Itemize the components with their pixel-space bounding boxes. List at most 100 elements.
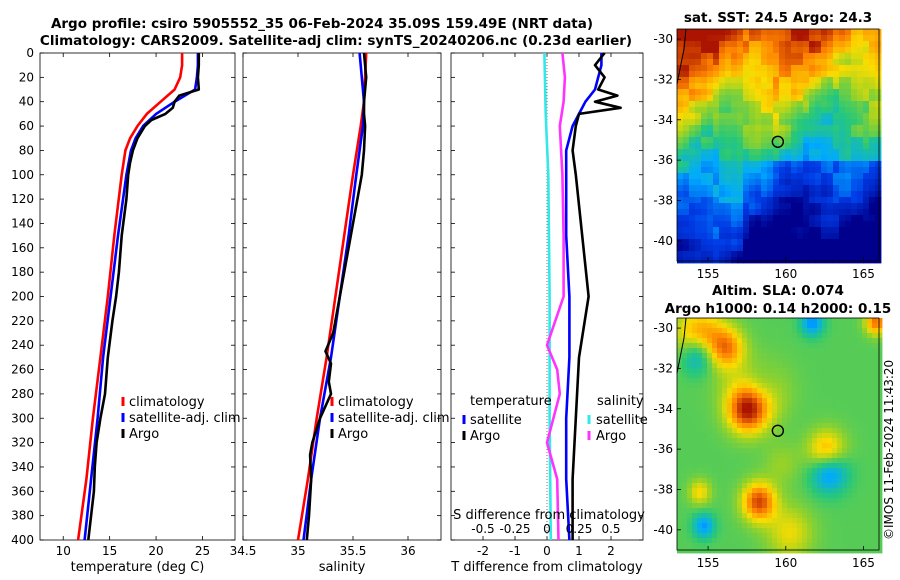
map-cell bbox=[863, 35, 870, 42]
map-cell bbox=[692, 423, 698, 429]
map-cell bbox=[772, 533, 778, 539]
map-cell bbox=[827, 71, 834, 78]
map-cell bbox=[701, 107, 708, 114]
map-cell bbox=[779, 113, 786, 120]
map-cell bbox=[785, 191, 792, 198]
map-cell bbox=[682, 383, 688, 389]
map-cell bbox=[872, 528, 878, 534]
map-cell bbox=[719, 149, 726, 156]
map-cell bbox=[692, 348, 698, 354]
map-cell bbox=[862, 528, 868, 534]
map-cell bbox=[812, 443, 818, 449]
map-cell bbox=[727, 328, 733, 334]
map-cell bbox=[697, 428, 703, 434]
map-cell bbox=[852, 498, 858, 504]
map-cell bbox=[687, 368, 693, 374]
map-cell bbox=[722, 433, 728, 439]
map-cell bbox=[792, 368, 798, 374]
map-cell bbox=[779, 77, 786, 84]
map-cell bbox=[862, 373, 868, 379]
map-cell bbox=[713, 71, 720, 78]
map-cell bbox=[767, 483, 773, 489]
map-cell bbox=[827, 423, 833, 429]
map-cell bbox=[872, 363, 878, 369]
map-cell bbox=[803, 131, 810, 138]
map-cell bbox=[839, 119, 846, 126]
map-cell bbox=[743, 119, 750, 126]
map-cell bbox=[747, 498, 753, 504]
map-cell bbox=[689, 59, 696, 66]
map-cell bbox=[717, 358, 723, 364]
map-cell bbox=[847, 368, 853, 374]
map-cell bbox=[839, 41, 846, 48]
y-tick-label: -38 bbox=[653, 482, 673, 496]
map-cell bbox=[752, 543, 758, 549]
map-cell bbox=[815, 167, 822, 174]
map-cell bbox=[787, 378, 793, 384]
map-cell bbox=[767, 428, 773, 434]
map-cell bbox=[842, 318, 848, 324]
map-cell bbox=[725, 71, 732, 78]
map-cell bbox=[687, 338, 693, 344]
map-cell bbox=[677, 443, 683, 449]
map-cell bbox=[767, 71, 774, 78]
map-cell bbox=[731, 41, 738, 48]
map-cell bbox=[809, 197, 816, 204]
map-cell bbox=[719, 95, 726, 102]
map-cell bbox=[683, 29, 690, 36]
map-cell bbox=[782, 458, 788, 464]
map-cell bbox=[702, 338, 708, 344]
y-tick-label: -32 bbox=[653, 72, 673, 86]
map-cell bbox=[732, 473, 738, 479]
map-cell bbox=[845, 257, 852, 264]
map-cell bbox=[755, 71, 762, 78]
map-cell bbox=[803, 35, 810, 42]
map-cell bbox=[847, 523, 853, 529]
map-cell bbox=[812, 328, 818, 334]
map-cell bbox=[782, 323, 788, 329]
map-cell bbox=[747, 403, 753, 409]
map-cell bbox=[803, 125, 810, 132]
map-cell bbox=[743, 179, 750, 186]
map-cell bbox=[712, 443, 718, 449]
map-cell bbox=[725, 245, 732, 252]
map-cell bbox=[822, 348, 828, 354]
map-cell bbox=[701, 53, 708, 60]
map-cell bbox=[747, 373, 753, 379]
map-cell bbox=[851, 83, 858, 90]
map-cell bbox=[697, 543, 703, 549]
map-cell bbox=[689, 197, 696, 204]
map-cell bbox=[792, 438, 798, 444]
map-cell bbox=[752, 388, 758, 394]
map-cell bbox=[803, 155, 810, 162]
map-cell bbox=[869, 35, 876, 42]
map-cell bbox=[687, 383, 693, 389]
map-cell bbox=[707, 245, 714, 252]
map-cell bbox=[772, 408, 778, 414]
map-cell bbox=[747, 473, 753, 479]
map-cell bbox=[752, 353, 758, 359]
map-cell bbox=[847, 413, 853, 419]
map-cell bbox=[707, 251, 714, 258]
map-cell bbox=[725, 89, 732, 96]
map-cell bbox=[827, 398, 833, 404]
map-cell bbox=[707, 348, 713, 354]
map-cell bbox=[727, 383, 733, 389]
map-cell bbox=[722, 403, 728, 409]
map-cell bbox=[732, 518, 738, 524]
map-cell bbox=[809, 173, 816, 180]
map-cell bbox=[863, 29, 870, 36]
map-cell bbox=[687, 528, 693, 534]
map-cell bbox=[833, 83, 840, 90]
map-cell bbox=[777, 398, 783, 404]
map-cell bbox=[802, 363, 808, 369]
map-cell bbox=[761, 239, 768, 246]
map-cell bbox=[797, 518, 803, 524]
map-cell bbox=[782, 543, 788, 549]
map-cell bbox=[869, 257, 876, 264]
map-cell bbox=[737, 533, 743, 539]
map-cell bbox=[877, 353, 883, 359]
map-cell bbox=[807, 408, 813, 414]
map-cell bbox=[683, 191, 690, 198]
map-cell bbox=[863, 233, 870, 240]
